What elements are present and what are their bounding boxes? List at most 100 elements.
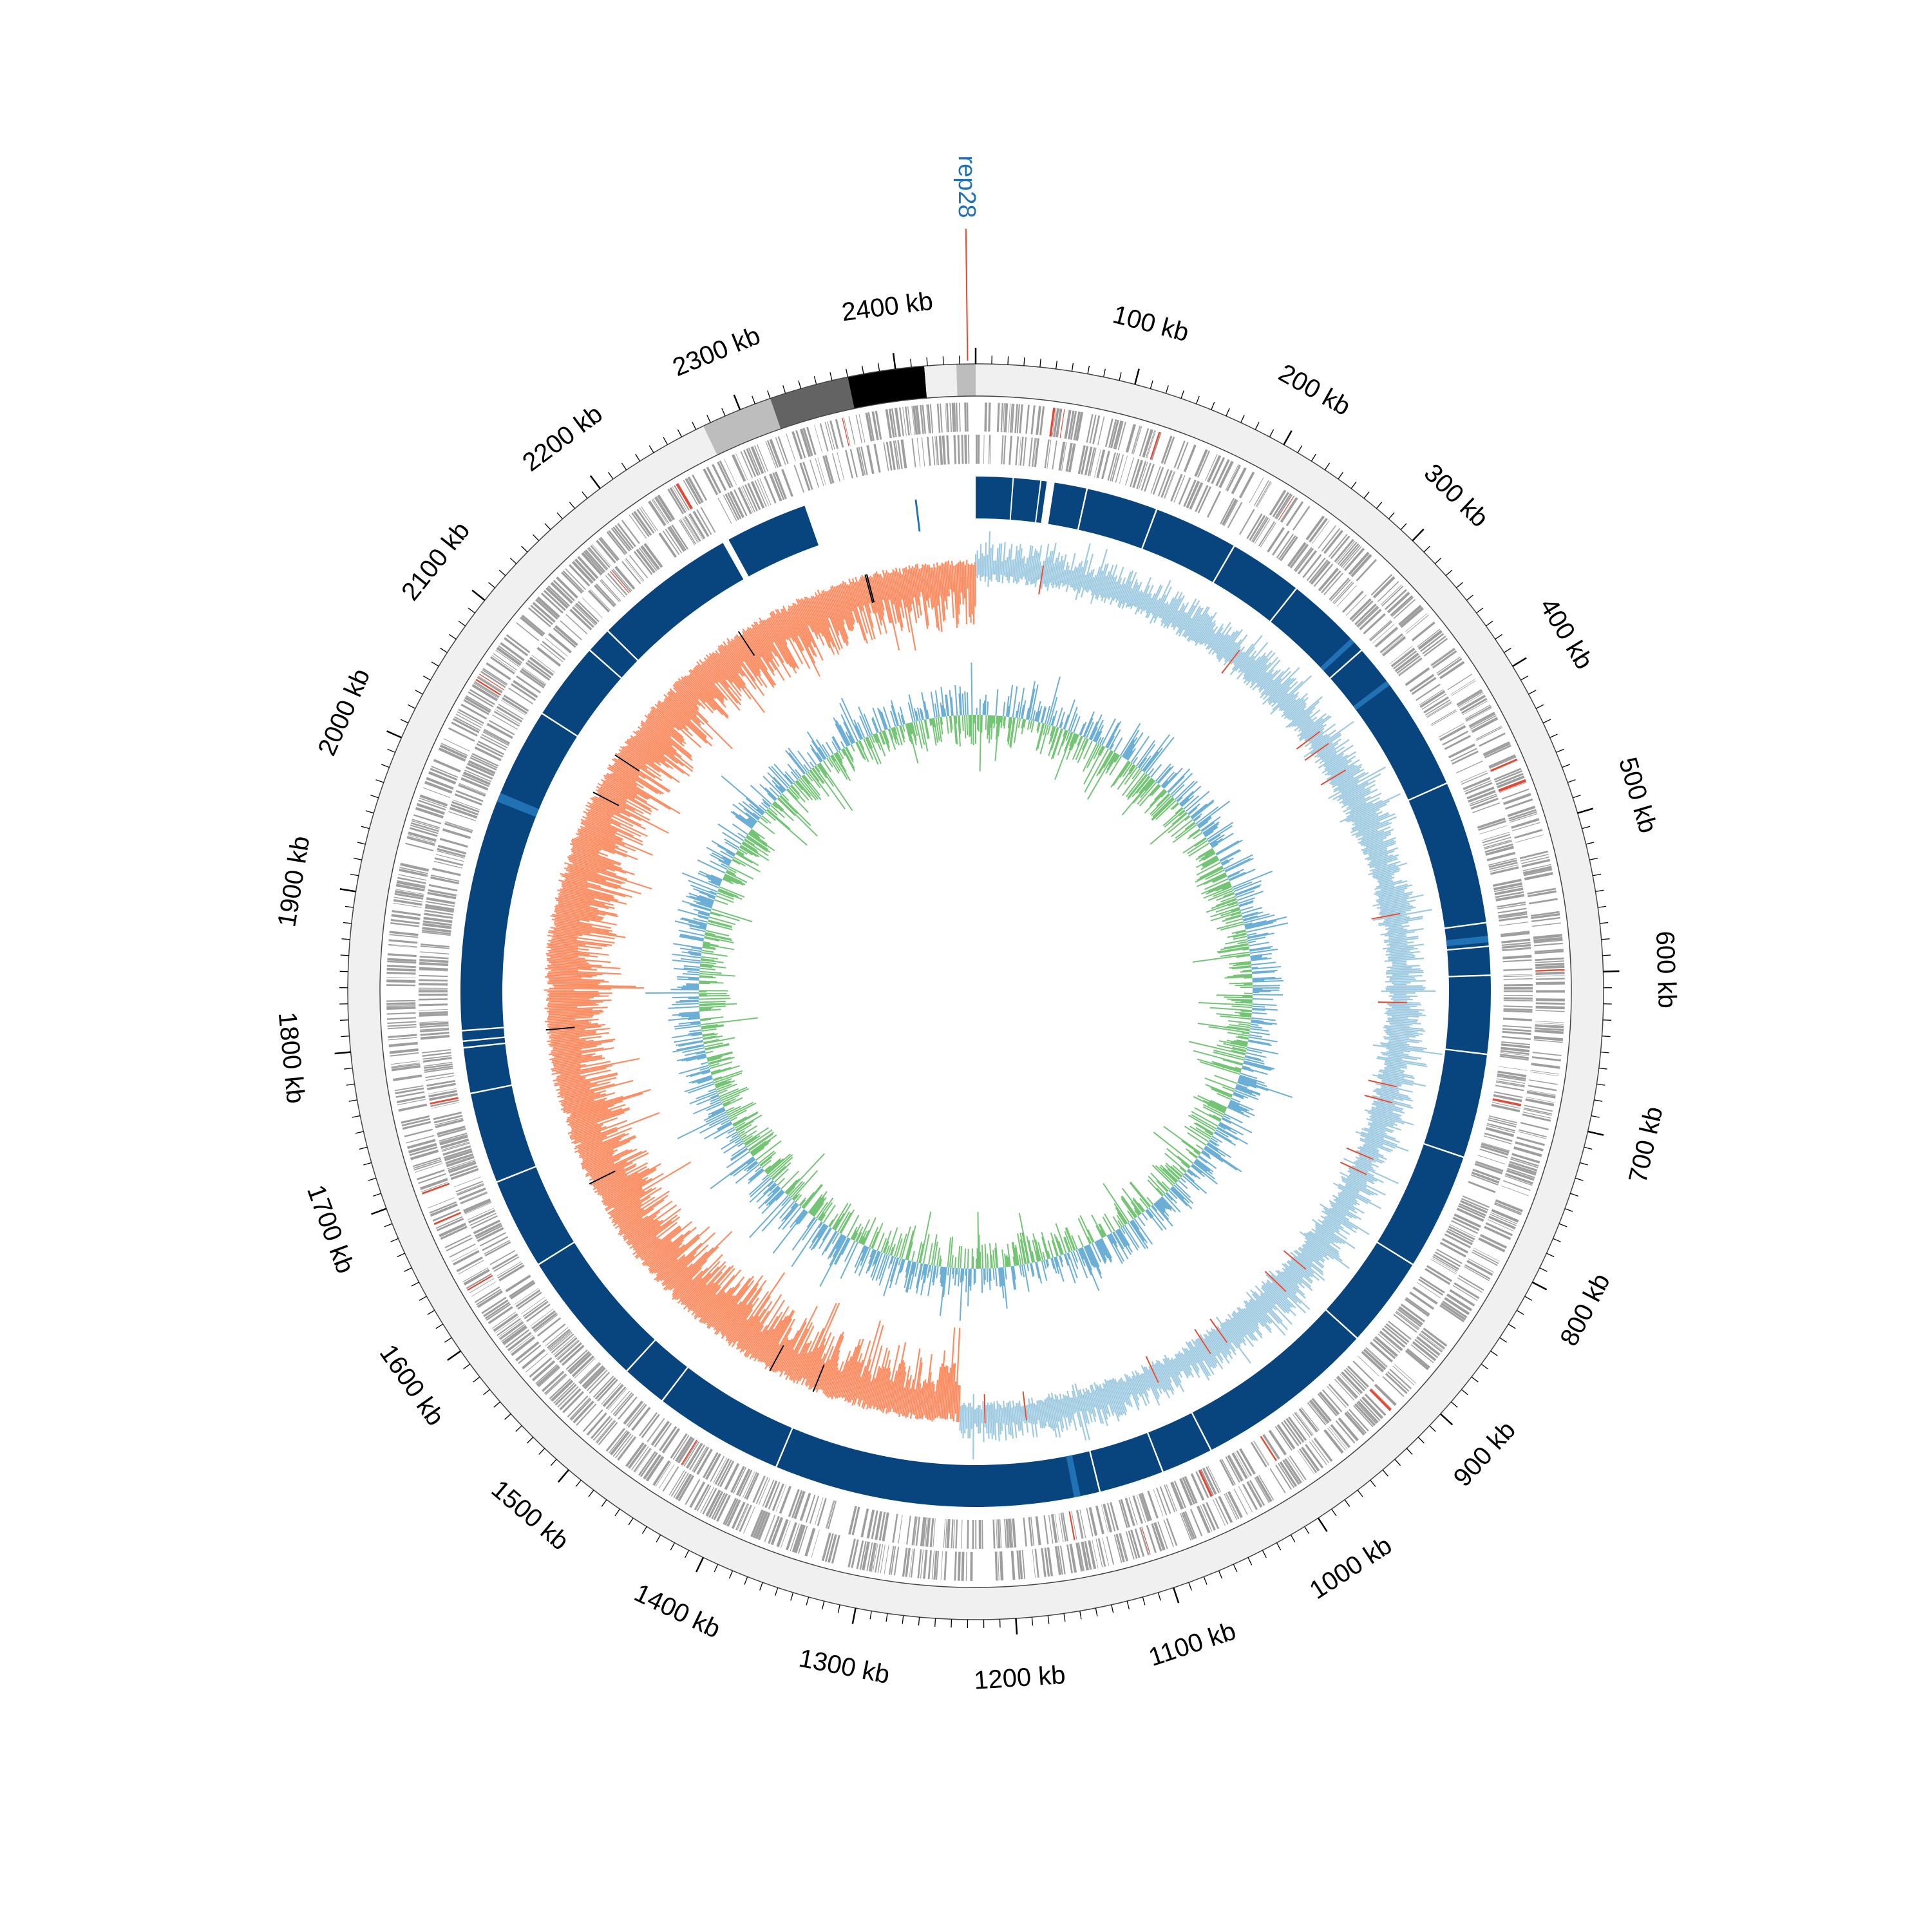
gene-reverse [457,1184,484,1196]
gene-forward [726,1499,741,1527]
gc-content-bar [1208,889,1234,902]
gene-forward [440,743,468,756]
gc-skew-bar [618,1190,670,1226]
gc-content-bar [1126,772,1146,797]
gc-content-bar [1227,1105,1244,1114]
gc-content-bar [1143,748,1163,773]
gc-content-bar [878,732,885,745]
gene-forward [1225,464,1239,491]
gc-content-bar [1103,1182,1130,1223]
gc-skew-bar [1372,1074,1426,1087]
gc-content-bar [703,1037,735,1045]
gc-skew-bar [1372,1095,1411,1107]
gene-reverse [1254,518,1271,544]
gene-reverse [1311,1397,1332,1422]
gene-forward [1014,404,1018,433]
gc-skew-bar [1094,570,1103,596]
gc-skew-bar [681,676,706,703]
gene-reverse [1200,1469,1215,1496]
gc-content-bar [894,1233,902,1257]
gene-forward [1507,1168,1535,1179]
gc-content-bar [705,932,715,936]
gene-reverse [983,435,985,464]
gc-content-bar [1170,1187,1193,1209]
gc-content-bar [898,725,905,743]
gc-skew-bar [1323,1208,1358,1230]
gc-content-bar [1238,1036,1249,1039]
gc-content-bar [846,1215,860,1238]
gc-content-bar [740,844,760,858]
gene-reverse [486,723,513,739]
gc-content-bar [1113,761,1130,786]
gc-content-bar [1021,1264,1025,1278]
gc-skew-bar [1094,1382,1108,1426]
gc-skew-bar [949,564,954,618]
gene-forward [888,1546,895,1575]
gc-skew-bar [1033,1403,1038,1425]
gene-reverse [1068,1511,1075,1540]
gc-content-bar [1251,971,1275,974]
gc-content-bar [732,803,757,823]
gene-reverse [1450,748,1477,762]
gc-skew-bar [803,599,825,646]
gc-content-bar [737,850,744,855]
gene-forward [1527,890,1557,898]
gc-content-bar [908,723,913,735]
gc-skew-bar [726,638,744,663]
gc-content-bar [831,1232,840,1244]
gc-content-bar [1042,1251,1046,1260]
gc-content-bar [674,1023,701,1028]
gc-skew-bar [574,1119,628,1141]
gc-skew-bar [1377,899,1416,909]
gc-content-bar [1043,1260,1047,1269]
gc-skew-bar [560,888,611,902]
gene-reverse [448,1162,477,1173]
gene-forward [500,1322,524,1340]
gene-forward [1508,1163,1537,1174]
gc-content-bar [1242,1066,1268,1075]
gc-content-bar [1228,871,1246,880]
gc-skew-outlier [1304,743,1329,761]
gc-content-bar [1100,1229,1105,1238]
gc-skew-bar [545,952,579,958]
gene-reverse [444,822,473,833]
gene-forward [865,412,873,442]
gc-content-bar [887,728,896,750]
gc-content-bar [869,735,882,764]
gc-skew-bar [629,738,669,768]
gc-skew-bar [704,660,742,706]
gene-forward [567,1395,589,1417]
gene-forward [851,1539,859,1568]
gc-skew-bar [553,1040,614,1050]
gene-forward [940,1551,943,1580]
gene-reverse [1144,464,1155,492]
gc-skew-bar [656,1226,710,1274]
gc-content-bar [1171,1186,1185,1200]
gc-content-bar [822,1204,836,1224]
gc-skew-bar [895,567,903,600]
gc-skew-bar [1321,1210,1357,1233]
gene-reverse [1031,437,1036,467]
gene-forward [696,1485,712,1511]
gc-skew-bar [1001,1408,1005,1424]
gc-skew-bar [960,1405,963,1434]
gc-skew-bar [779,1349,795,1378]
gc-skew-bar [822,1336,844,1391]
gc-skew-bar [868,1365,880,1408]
gc-skew-bar [1333,772,1366,791]
gene-reverse [892,1513,898,1543]
gene-reverse [1448,743,1475,759]
gc-content-bar [887,1227,898,1255]
gc-skew-bar [618,1208,654,1233]
gc-skew-bar [547,966,597,971]
gc-skew-bar [645,1234,684,1266]
gene-forward [1398,605,1422,626]
gc-content-bar [759,804,767,811]
gene-reverse [419,958,449,963]
gc-content-bar [769,787,780,798]
gene-reverse [946,435,950,465]
gene-forward [1145,430,1155,459]
gc-skew-bar [1324,754,1349,771]
gc-content-bar [1246,933,1257,936]
gc-skew-bar [1244,1304,1265,1327]
